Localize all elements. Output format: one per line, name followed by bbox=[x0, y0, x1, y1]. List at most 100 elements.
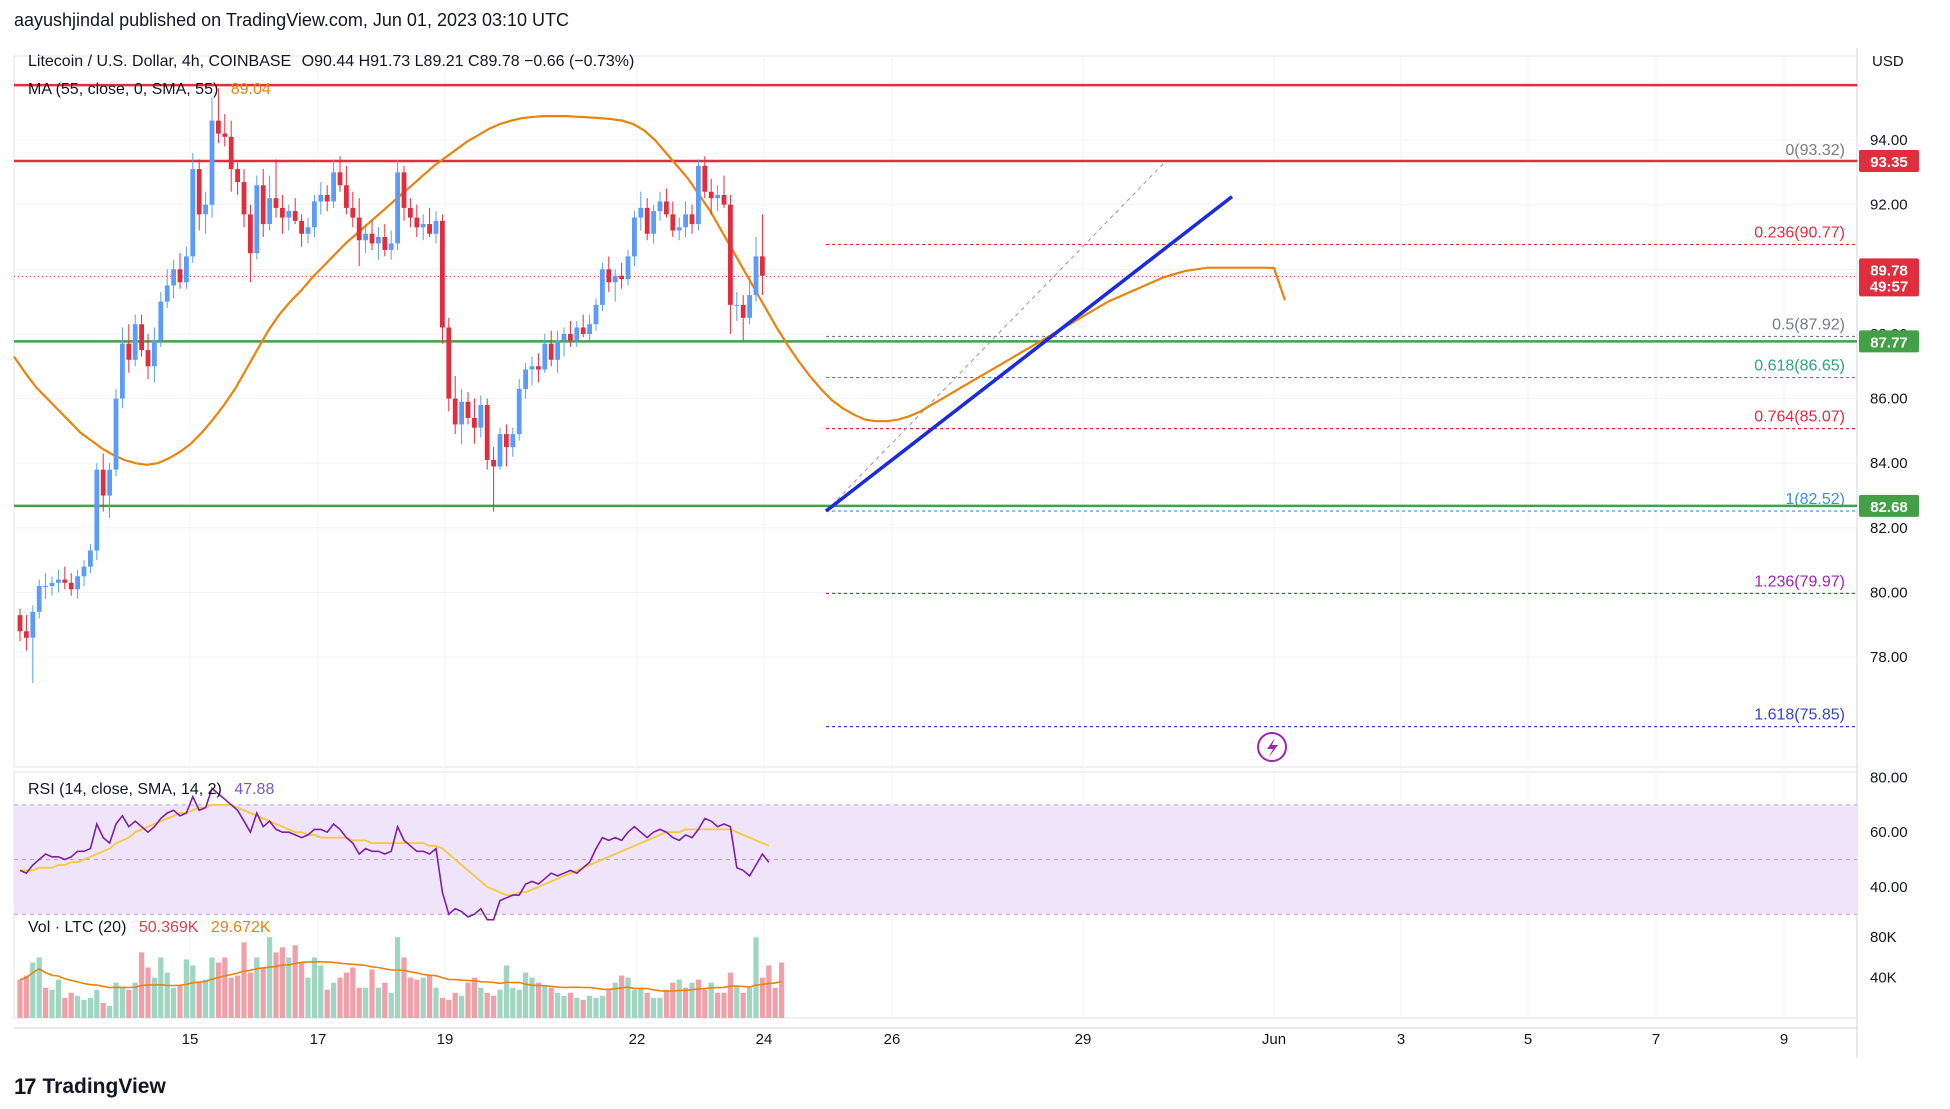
volume-bar bbox=[676, 979, 682, 1018]
current-price-tag bbox=[1859, 258, 1919, 297]
volume-ma-value: 29.672K bbox=[210, 919, 271, 936]
date-tick-label: 26 bbox=[884, 1031, 901, 1048]
support-price-label: 82.68 bbox=[1870, 499, 1908, 516]
volume-bar bbox=[279, 947, 285, 1018]
volume-ma-line bbox=[19, 961, 782, 992]
tradingview-footer: 17 TradingView bbox=[14, 1074, 166, 1100]
candle-body bbox=[139, 324, 144, 351]
candle-body bbox=[235, 169, 240, 183]
resistance-price-tag bbox=[1859, 150, 1919, 173]
volume-bar bbox=[446, 999, 452, 1018]
candle-body bbox=[625, 256, 631, 279]
candle-body bbox=[696, 165, 701, 225]
price-tick-label: 78.00 bbox=[1870, 649, 1908, 666]
volume-bar bbox=[356, 987, 362, 1018]
date-tick-label: 5 bbox=[1524, 1031, 1532, 1048]
volume-bar bbox=[126, 989, 132, 1018]
volume-bar bbox=[529, 977, 535, 1018]
candle-body bbox=[497, 434, 503, 467]
candle-body bbox=[337, 172, 343, 186]
volume-bar bbox=[43, 987, 49, 1018]
volume-bar bbox=[158, 957, 164, 1018]
volume-bar bbox=[638, 987, 644, 1018]
candle-body bbox=[715, 194, 720, 199]
volume-bar bbox=[471, 977, 477, 1018]
candle-body bbox=[452, 398, 458, 425]
volume-bar bbox=[593, 997, 599, 1018]
volume-bar bbox=[567, 992, 573, 1018]
candle-body bbox=[561, 333, 567, 341]
candle-body bbox=[619, 275, 624, 279]
volume-bar bbox=[555, 992, 561, 1018]
volume-bar bbox=[292, 945, 298, 1018]
price-tick-label: 82.00 bbox=[1870, 520, 1908, 537]
candle-body bbox=[62, 579, 68, 583]
candle-body bbox=[760, 256, 765, 276]
price-tick-label: 80.00 bbox=[1870, 584, 1908, 601]
volume-bar bbox=[459, 995, 465, 1018]
candle-body bbox=[478, 405, 484, 428]
volume-bar bbox=[388, 992, 394, 1018]
candle-body bbox=[580, 327, 586, 334]
candle-body bbox=[670, 214, 676, 231]
volume-bar bbox=[439, 997, 445, 1018]
volume-bar bbox=[465, 982, 471, 1018]
volume-bar bbox=[523, 972, 529, 1018]
candle-body bbox=[49, 582, 55, 587]
date-tick-label: 22 bbox=[629, 1031, 646, 1048]
price-tick-label: 84.00 bbox=[1870, 455, 1908, 472]
candle-body bbox=[523, 369, 528, 389]
candle-body bbox=[683, 214, 688, 228]
volume-bar bbox=[779, 962, 785, 1018]
volume-bar bbox=[132, 982, 138, 1018]
candle-body bbox=[203, 204, 208, 215]
candle-body bbox=[344, 185, 349, 208]
volume-bar bbox=[30, 962, 36, 1018]
candle-body bbox=[664, 201, 669, 215]
candle-body bbox=[753, 256, 759, 296]
volume-bar bbox=[100, 1002, 106, 1018]
candle-body bbox=[587, 324, 592, 334]
volume-bar bbox=[702, 989, 708, 1018]
volume-tick-label: 80K bbox=[1870, 929, 1897, 946]
volume-bar bbox=[375, 987, 381, 1018]
volume-bar bbox=[766, 965, 772, 1018]
fib-level-label: 0.5(87.92) bbox=[1772, 317, 1845, 334]
volume-bar bbox=[542, 985, 548, 1018]
volume-bar bbox=[753, 937, 759, 1018]
volume-bar bbox=[119, 987, 125, 1018]
candle-body bbox=[273, 198, 279, 208]
candle-body bbox=[734, 304, 740, 306]
volume-bar bbox=[535, 982, 541, 1018]
volume-bar bbox=[235, 975, 241, 1018]
candle-body bbox=[75, 576, 80, 590]
candle-body bbox=[164, 285, 170, 302]
candle-body bbox=[299, 220, 304, 234]
rsi-value: 47.88 bbox=[234, 781, 275, 798]
fib-level-label: 1(82.52) bbox=[1785, 491, 1845, 508]
volume-bar bbox=[299, 962, 305, 1018]
candle-body bbox=[248, 214, 253, 254]
fib-level-label: 0(93.32) bbox=[1785, 142, 1845, 159]
tradingview-brand: TradingView bbox=[42, 1075, 166, 1098]
volume-bar bbox=[727, 972, 733, 1018]
volume-bar bbox=[254, 957, 260, 1018]
volume-value: 50.369K bbox=[138, 919, 199, 936]
rsi-legend: RSI (14, close, SMA, 14, 2) 47.88 bbox=[28, 781, 274, 799]
volume-bar bbox=[497, 989, 503, 1018]
candle-body bbox=[728, 204, 733, 305]
rsi-tick-label: 80.00 bbox=[1870, 769, 1908, 786]
volume-bar bbox=[619, 975, 625, 1018]
tradingview-logo-icon: 17 bbox=[14, 1074, 37, 1099]
volume-bar bbox=[23, 975, 29, 1018]
volume-bar bbox=[324, 989, 330, 1018]
volume-bar bbox=[420, 977, 426, 1018]
volume-bar bbox=[382, 982, 388, 1018]
volume-bar bbox=[222, 957, 228, 1018]
candle-body bbox=[305, 227, 311, 234]
current-price-label: 89.78 bbox=[1870, 262, 1908, 279]
fib-diagonal-line bbox=[825, 161, 1166, 512]
candle-body bbox=[651, 211, 656, 234]
date-tick-label: 24 bbox=[756, 1031, 773, 1048]
volume-label: Vol · LTC (20) bbox=[28, 919, 127, 936]
